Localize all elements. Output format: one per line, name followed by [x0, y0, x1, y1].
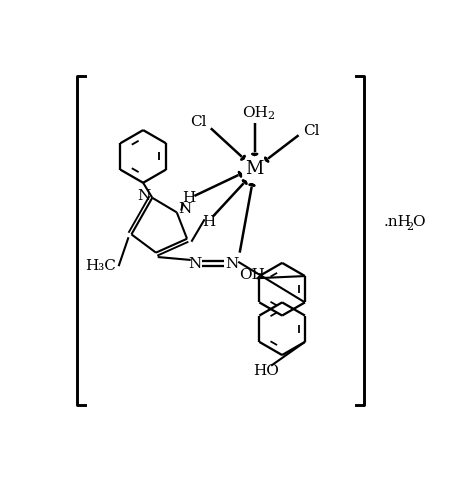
Text: N: N: [225, 257, 238, 271]
Text: N: N: [138, 189, 151, 203]
Text: Cl: Cl: [190, 115, 206, 129]
Text: HO: HO: [253, 364, 279, 378]
Text: H: H: [182, 191, 195, 205]
Text: H: H: [202, 216, 216, 229]
Text: OH: OH: [239, 267, 265, 282]
Text: N: N: [188, 257, 202, 271]
Text: M: M: [245, 160, 264, 178]
Text: H₃C: H₃C: [85, 259, 116, 273]
Text: Cl: Cl: [303, 124, 320, 138]
Text: OH: OH: [242, 106, 268, 120]
Text: .nH: .nH: [384, 216, 412, 229]
Text: 2: 2: [406, 222, 413, 232]
Text: 2: 2: [268, 111, 275, 121]
Text: N: N: [178, 203, 192, 216]
Text: O: O: [413, 216, 425, 229]
